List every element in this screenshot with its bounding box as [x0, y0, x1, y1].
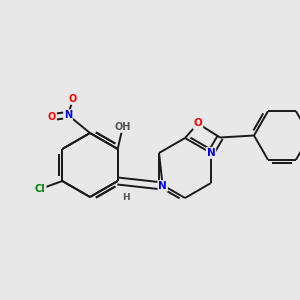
Text: O: O [48, 112, 56, 122]
Text: N: N [207, 148, 215, 158]
Text: H: H [122, 193, 130, 202]
Text: OH: OH [115, 122, 131, 132]
Text: N: N [64, 110, 72, 120]
Text: O: O [69, 94, 77, 104]
Text: Cl: Cl [35, 184, 46, 194]
Text: O: O [194, 118, 202, 128]
Text: N: N [158, 181, 167, 191]
